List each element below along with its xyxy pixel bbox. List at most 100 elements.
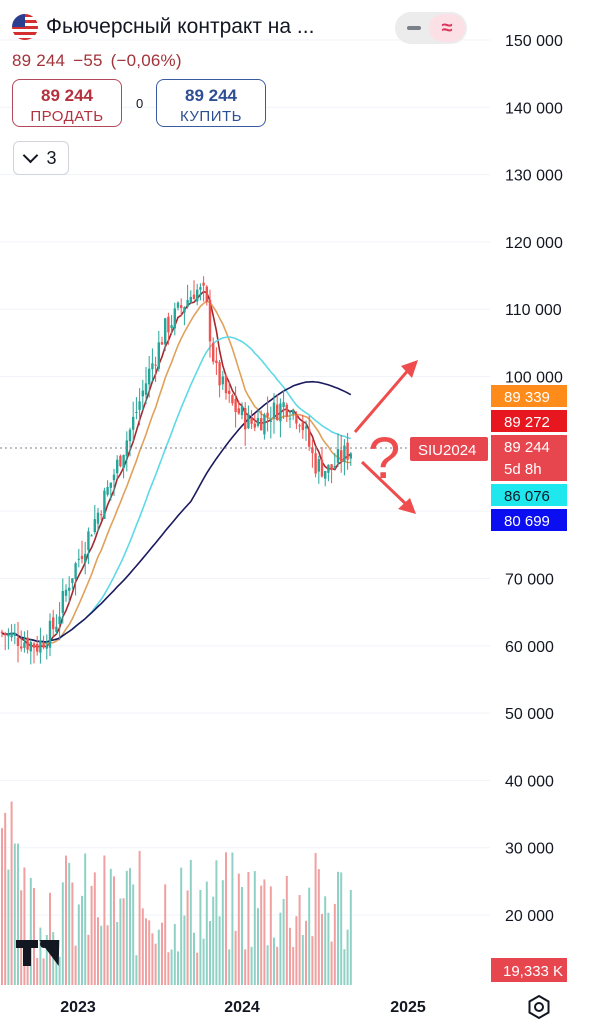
moving-average-line <box>1 300 351 645</box>
candle <box>13 633 16 636</box>
volume-bar <box>340 872 343 985</box>
x-tick-label: 2023 <box>60 999 96 1016</box>
candle <box>148 368 151 385</box>
chart-mode-toggle[interactable]: ≈ <box>395 12 467 44</box>
candle <box>218 362 221 386</box>
volume-bar <box>333 903 336 985</box>
candle <box>247 414 250 429</box>
candle <box>128 429 132 442</box>
settings-gear-icon[interactable] <box>526 994 552 1020</box>
candle <box>45 645 48 649</box>
volume-bar <box>292 947 295 985</box>
volume-bar <box>241 886 243 985</box>
indicators-count: 3 <box>46 147 57 168</box>
price-tag-value: 89 244 <box>504 439 550 456</box>
y-tick-label: 150 000 <box>505 33 563 50</box>
candle <box>74 563 77 579</box>
price-tag-value: 86 076 <box>504 488 550 505</box>
volume-bar <box>343 949 346 985</box>
volume-bar <box>289 927 291 985</box>
volume-bar <box>100 925 103 985</box>
candle <box>71 578 74 584</box>
candle <box>237 408 240 414</box>
indicators-collapse-button[interactable]: 3 <box>13 141 69 175</box>
volume-bar <box>113 876 115 985</box>
candle <box>308 429 311 447</box>
price-tag <box>491 484 567 506</box>
candle <box>186 300 189 307</box>
candle <box>157 342 160 369</box>
last-quote: 89 244 −55 (−0,06%) <box>12 51 190 71</box>
volume-bar <box>145 918 147 985</box>
candle <box>263 414 266 435</box>
volume-bar <box>132 884 135 985</box>
volume-bar <box>218 916 221 985</box>
volume-bar <box>237 873 240 985</box>
volume-bar <box>161 922 163 985</box>
volume-bar <box>87 934 90 985</box>
x-tick-label: 2024 <box>224 999 260 1016</box>
volume-bar <box>42 958 45 985</box>
time-axis: 2023 2024 2025 <box>60 999 426 1016</box>
candle <box>93 519 96 533</box>
volume-bar <box>39 927 42 985</box>
moving-average-line <box>1 336 351 643</box>
buy-label: КУПИТЬ <box>179 108 242 125</box>
sell-button[interactable]: 89 244 ПРОДАТЬ <box>12 79 122 127</box>
volume-bar <box>135 955 138 985</box>
volume-bar <box>215 860 218 985</box>
symbol-tag <box>410 437 488 461</box>
candle <box>298 425 301 427</box>
candle <box>84 553 87 563</box>
symbol-title[interactable]: Фьючерсный контракт на ... <box>46 15 315 38</box>
volume-bar <box>90 885 93 985</box>
candle <box>109 482 112 488</box>
volume-bar <box>65 855 67 985</box>
minus-icon[interactable] <box>407 26 421 30</box>
candle <box>160 342 164 345</box>
candle <box>346 442 349 460</box>
candle <box>208 299 212 342</box>
candle <box>135 411 138 413</box>
moving-average-line <box>1 290 352 648</box>
volume-bar <box>349 889 352 985</box>
y-tick-label: 100 000 <box>505 370 563 387</box>
volume-bar <box>298 894 301 985</box>
candle <box>61 591 64 613</box>
volume-bar <box>116 922 119 985</box>
candle <box>234 399 237 412</box>
volume-bar <box>17 843 19 985</box>
forecast-up-arrowhead <box>401 360 418 378</box>
volume-bar <box>193 932 195 985</box>
volume-bar <box>106 925 109 985</box>
last-price: 89 244 <box>12 51 66 70</box>
candle <box>151 363 154 370</box>
price-tag <box>491 509 567 531</box>
approx-icon[interactable]: ≈ <box>429 14 465 42</box>
price-tag <box>491 385 567 407</box>
spread-value: 0 <box>136 96 144 111</box>
buy-button[interactable]: 89 244 КУПИТЬ <box>156 79 266 127</box>
candle <box>349 453 352 459</box>
candle <box>42 643 45 648</box>
volume-bar <box>129 868 131 985</box>
volume-bar <box>314 853 317 985</box>
volume-tag <box>491 958 567 982</box>
y-tick-label: 110 000 <box>505 302 562 319</box>
y-tick-label: 130 000 <box>505 168 563 185</box>
volume-bar <box>231 852 234 985</box>
volume-bar <box>209 920 211 985</box>
y-tick-label: 70 000 <box>505 571 554 588</box>
candle <box>36 643 39 652</box>
y-tick-label: 140 000 <box>505 100 563 117</box>
candle <box>170 325 173 329</box>
candle <box>90 535 93 537</box>
forecast-down-arrowhead <box>398 498 416 514</box>
symbol-header[interactable]: Фьючерсный контракт на ... <box>12 14 314 40</box>
y-tick-label: 30 000 <box>505 841 554 858</box>
volume-bar <box>103 855 106 985</box>
tradingview-logo-icon[interactable] <box>16 940 69 966</box>
price-tag <box>491 435 567 481</box>
volume-bar <box>180 867 183 985</box>
